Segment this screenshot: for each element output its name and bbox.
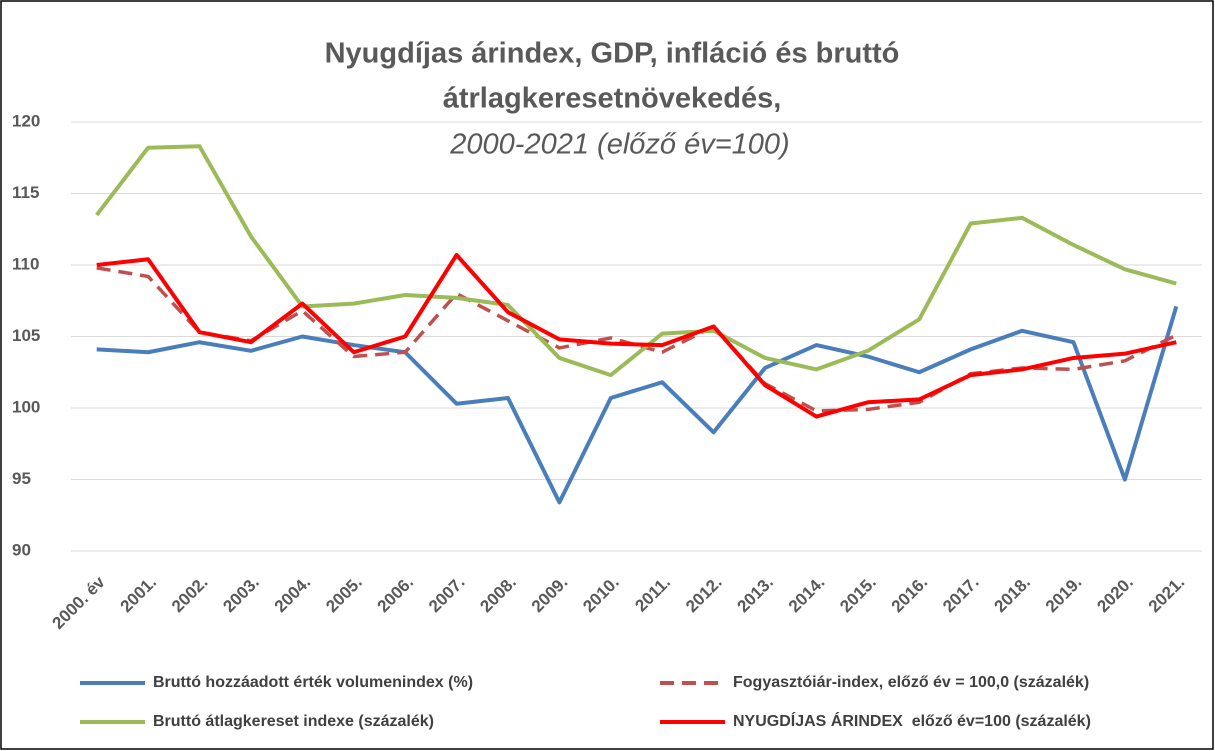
- series-line: [95, 144, 1177, 378]
- series-line: [96, 252, 1177, 419]
- y-tick-label: 90: [12, 540, 31, 559]
- y-tick-label: 110: [12, 254, 39, 273]
- chart-title: átrlagkeresetnövekedés,: [443, 83, 782, 115]
- chart-title: Nyugdíjas árindex, GDP, infláció és brut…: [325, 38, 900, 70]
- y-tick-label: 100: [12, 397, 40, 416]
- y-tick-label: 120: [12, 111, 40, 130]
- legend-label: Bruttó hozzáadott érték volumenindex (%): [153, 674, 473, 691]
- legend-label: Bruttó átlagkereset indexe (százalék): [153, 713, 434, 730]
- series-line: [96, 305, 1179, 505]
- chart-subtitle: 2000-2021 (előző év=100): [449, 129, 789, 161]
- y-tick-label: 105: [12, 326, 40, 345]
- legend-label: Fogyasztóiár-index, előző év = 100,0 (sz…: [733, 674, 1089, 691]
- legend-label: NYUGDÍJAS ÁRINDEX előző év=100 (százalék…: [733, 711, 1091, 730]
- y-tick-label: 115: [12, 183, 39, 202]
- y-tick-label: 95: [12, 469, 31, 488]
